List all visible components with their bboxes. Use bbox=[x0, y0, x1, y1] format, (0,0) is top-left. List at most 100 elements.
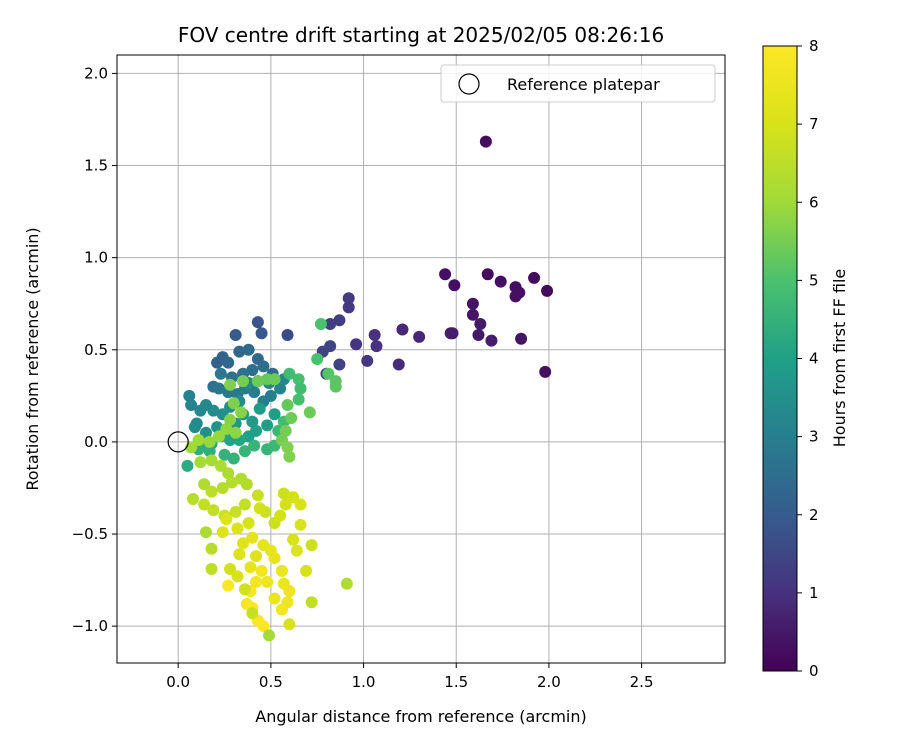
data-point bbox=[261, 419, 274, 432]
data-point bbox=[290, 544, 303, 557]
data-point bbox=[183, 389, 196, 402]
data-point bbox=[194, 404, 207, 417]
data-point bbox=[244, 561, 257, 574]
y-tick-label: 1.5 bbox=[84, 157, 108, 175]
data-point bbox=[185, 399, 198, 412]
data-point bbox=[238, 583, 251, 596]
data-point bbox=[181, 459, 194, 472]
data-point bbox=[242, 430, 255, 443]
reference-platepar-marker bbox=[167, 431, 189, 453]
x-axis-ticks: 0.0 0.5 1.0 1.5 2.0 2.5 bbox=[166, 663, 654, 691]
data-point bbox=[283, 450, 296, 463]
data-point bbox=[283, 367, 296, 380]
x-axis-label: Angular distance from reference (arcmin) bbox=[255, 707, 586, 726]
data-point bbox=[285, 411, 298, 424]
data-point bbox=[205, 485, 218, 498]
legend: Reference platepar bbox=[440, 64, 716, 103]
data-point bbox=[268, 592, 281, 605]
data-point bbox=[242, 343, 255, 356]
data-point bbox=[268, 373, 281, 386]
data-point bbox=[275, 603, 288, 616]
data-point bbox=[222, 467, 235, 480]
data-point bbox=[229, 426, 242, 439]
y-tick-label: −0.5 bbox=[72, 525, 108, 543]
y-tick-label: 1.0 bbox=[84, 249, 108, 267]
data-point bbox=[246, 364, 259, 377]
data-point bbox=[237, 375, 250, 388]
data-point bbox=[274, 382, 287, 395]
data-point bbox=[481, 268, 494, 281]
data-point bbox=[255, 327, 268, 340]
x-tick-label: 1.0 bbox=[352, 673, 376, 691]
data-point bbox=[216, 481, 229, 494]
data-point bbox=[203, 445, 216, 458]
data-point bbox=[194, 456, 207, 469]
x-tick-label: 2.5 bbox=[630, 673, 654, 691]
data-point bbox=[224, 413, 237, 426]
colorbar-ticks: 0 1 2 3 4 5 6 7 8 bbox=[797, 37, 819, 680]
data-point bbox=[207, 504, 220, 517]
data-point bbox=[250, 575, 263, 588]
x-tick-label: 0.0 bbox=[166, 673, 190, 691]
data-point bbox=[274, 509, 287, 522]
data-point bbox=[413, 330, 426, 343]
data-point bbox=[528, 271, 541, 284]
data-point bbox=[303, 406, 316, 419]
data-point bbox=[539, 365, 552, 378]
data-point bbox=[439, 268, 452, 281]
data-point bbox=[224, 563, 237, 576]
data-point bbox=[541, 284, 554, 297]
data-point bbox=[277, 487, 290, 500]
data-point bbox=[305, 539, 318, 552]
data-point bbox=[253, 402, 266, 415]
data-point bbox=[212, 430, 225, 443]
data-point bbox=[479, 135, 492, 148]
data-point bbox=[472, 329, 485, 342]
data-point bbox=[392, 358, 405, 371]
data-point bbox=[246, 607, 259, 620]
data-point bbox=[294, 498, 307, 511]
data-point bbox=[251, 375, 264, 388]
data-point bbox=[214, 367, 227, 380]
colorbar: 0 1 2 3 4 5 6 7 8 Hours from first FF file bbox=[762, 37, 849, 680]
data-point bbox=[248, 386, 261, 399]
data-point bbox=[340, 577, 353, 590]
colorbar-tick-label: 3 bbox=[809, 428, 819, 446]
data-point bbox=[466, 308, 479, 321]
y-tick-label: 0.0 bbox=[84, 433, 108, 451]
data-point bbox=[198, 478, 211, 491]
data-point bbox=[187, 493, 199, 506]
data-point bbox=[283, 618, 296, 631]
colorbar-tick-label: 4 bbox=[809, 350, 819, 368]
data-point bbox=[212, 382, 225, 395]
data-point bbox=[240, 478, 253, 491]
data-point bbox=[211, 421, 224, 434]
data-point bbox=[246, 415, 259, 428]
data-point bbox=[235, 406, 248, 419]
data-point bbox=[448, 279, 461, 292]
data-point bbox=[199, 526, 212, 539]
y-axis-label: Rotation from reference (arcmin) bbox=[23, 227, 42, 490]
data-point bbox=[229, 505, 242, 518]
data-point bbox=[238, 498, 251, 511]
data-point bbox=[257, 360, 270, 373]
data-point bbox=[342, 292, 355, 305]
data-point bbox=[268, 551, 281, 564]
data-point bbox=[361, 354, 374, 367]
data-points bbox=[167, 135, 554, 642]
data-point bbox=[283, 585, 296, 598]
data-point bbox=[515, 332, 528, 345]
data-point bbox=[263, 629, 275, 642]
data-point bbox=[305, 596, 318, 609]
legend-box bbox=[440, 64, 716, 103]
colorbar-gradient bbox=[762, 45, 798, 672]
colorbar-tick-label: 1 bbox=[809, 584, 819, 602]
data-point bbox=[192, 434, 205, 447]
y-tick-label: 0.5 bbox=[84, 341, 108, 359]
data-point bbox=[205, 563, 218, 576]
data-point bbox=[292, 393, 305, 406]
data-point bbox=[261, 575, 274, 588]
data-point bbox=[324, 317, 337, 330]
data-point bbox=[255, 564, 268, 577]
